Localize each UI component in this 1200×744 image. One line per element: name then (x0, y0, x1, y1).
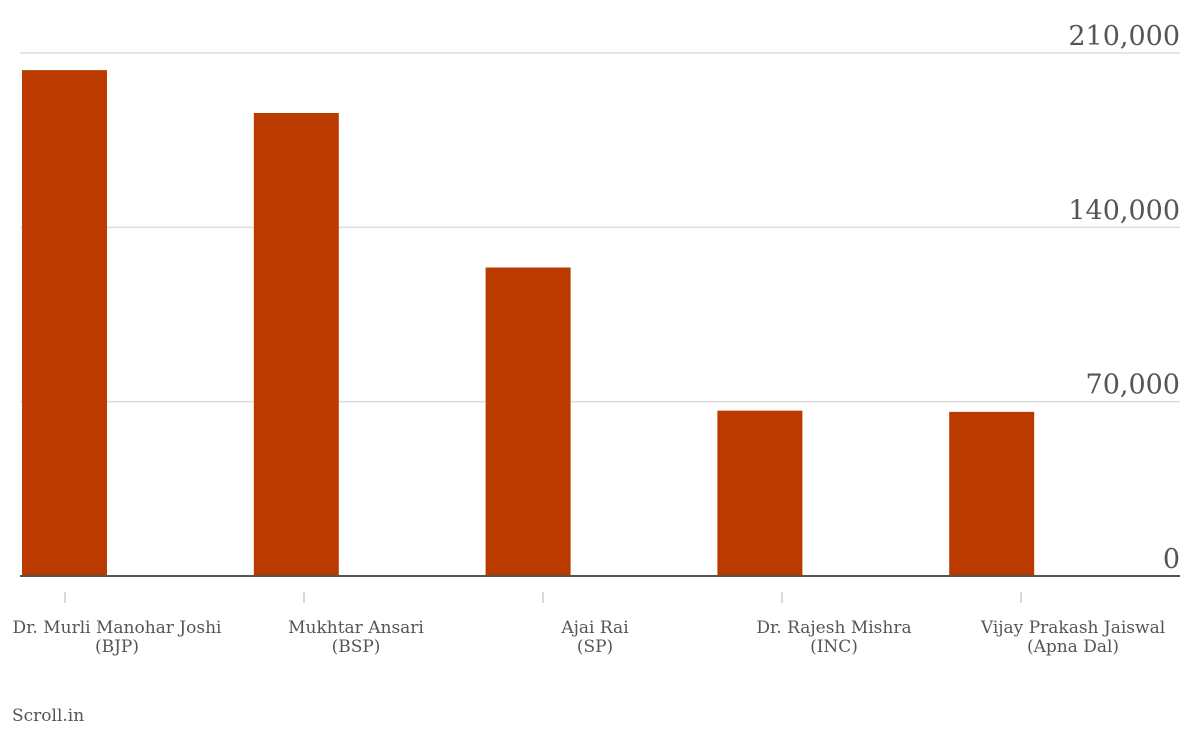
y-tick-label: 140,000 (1068, 195, 1180, 226)
bar (22, 70, 107, 577)
x-tick-label: Vijay Prakash Jaiswal(Apna Dal) (980, 618, 1165, 657)
x-tick-label: Dr. Rajesh Mishra(INC) (756, 618, 911, 657)
y-tick-label: 70,000 (1086, 370, 1180, 401)
category-name: Ajai Rai (560, 618, 629, 638)
y-tick-label: 210,000 (1068, 21, 1180, 52)
x-tick-label: Ajai Rai(SP) (560, 618, 629, 657)
category-party: (SP) (577, 637, 613, 657)
bar (717, 410, 803, 576)
category-party: (BSP) (332, 637, 381, 657)
category-name: Vijay Prakash Jaiswal (980, 618, 1165, 638)
category-name: Dr. Rajesh Mishra (756, 618, 911, 638)
category-party: (INC) (810, 637, 858, 657)
category-name: Mukhtar Ansari (288, 618, 424, 638)
category-party: (BJP) (95, 637, 139, 657)
source-credit: Scroll.in (12, 706, 85, 726)
y-tick-label: 0 (1163, 544, 1180, 575)
category-name: Dr. Murli Manohar Joshi (13, 618, 223, 638)
bar (253, 112, 339, 577)
x-tick-label: Dr. Murli Manohar Joshi(BJP) (13, 618, 223, 657)
bar (485, 267, 571, 576)
bar (949, 411, 1035, 576)
category-party: (Apna Dal) (1027, 637, 1119, 657)
x-tick-label: Mukhtar Ansari(BSP) (288, 618, 424, 657)
